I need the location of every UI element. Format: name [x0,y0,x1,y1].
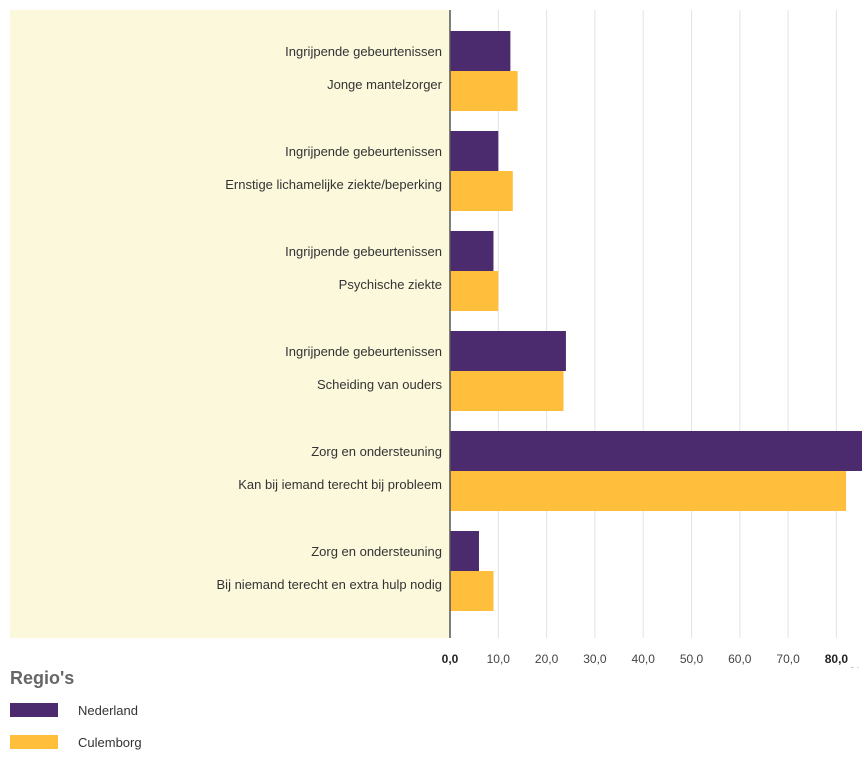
legend: Regio's Nederland Culemborg [10,668,142,765]
x-tick-label: 50,0 [680,652,704,666]
category-label: Kan bij iemand terecht bij probleem [238,477,442,492]
category-label: Ernstige lichamelijke ziekte/beperking [225,177,442,192]
x-tick-label: 20,0 [535,652,559,666]
bar-nederland[interactable] [450,231,494,271]
category-group-label: Ingrijpende gebeurtenissen [285,44,442,59]
category-labels: Ingrijpende gebeurtenissen Jonge mantelzo… [217,44,443,592]
x-tick-label: 80,0 [825,652,849,666]
x-tick-label: 70,0 [776,652,800,666]
category-label-area [10,10,450,638]
bar-culemborg[interactable] [450,71,518,111]
bars [450,31,862,611]
legend-swatch-nederland [10,703,58,717]
category-label: Psychische ziekte [339,277,442,292]
bar-culemborg[interactable] [450,471,847,511]
category-group-label: Zorg en ondersteuning [311,444,442,459]
legend-item-culemborg[interactable]: Culemborg [10,733,142,751]
bar-nederland[interactable] [450,31,511,71]
legend-item-nederland[interactable]: Nederland [10,701,142,719]
bar-culemborg[interactable] [450,571,494,611]
bar-nederland[interactable] [450,431,862,471]
x-tick-label: 10,0 [487,652,511,666]
bar-chart: Ingrijpende gebeurtenissen Jonge mantelzo… [10,10,862,668]
category-label: Jonge mantelzorger [327,77,443,92]
category-group-label: Zorg en ondersteuning [311,544,442,559]
x-axis-ticks: 0,0 10,0 20,0 30,0 40,0 50,0 60,0 70,0 80,0 [442,652,849,666]
x-tick-label: 30,0 [583,652,607,666]
bar-culemborg[interactable] [450,271,499,311]
bar-nederland[interactable] [450,131,499,171]
bar-culemborg[interactable] [450,371,564,411]
legend-title: Regio's [10,668,75,688]
category-label: Bij niemand terecht en extra hulp nodig [217,577,442,592]
category-label: Scheiding van ouders [317,377,443,392]
category-group-label: Ingrijpende gebeurtenissen [285,344,442,359]
x-tick-label: 60,0 [728,652,752,666]
category-group-label: Ingrijpende gebeurtenissen [285,144,442,159]
legend-swatch-culemborg [10,735,58,749]
x-tick-label: 0,0 [442,652,459,666]
bar-nederland[interactable] [450,331,566,371]
x-tick-label: 40,0 [632,652,656,666]
x-axis-unit: % [850,665,861,668]
bar-culemborg[interactable] [450,171,513,211]
legend-label-culemborg: Culemborg [78,734,142,750]
category-group-label: Ingrijpende gebeurtenissen [285,244,442,259]
legend-label-nederland: Nederland [78,702,138,718]
grid-lines [497,10,837,638]
bar-nederland[interactable] [450,531,479,571]
